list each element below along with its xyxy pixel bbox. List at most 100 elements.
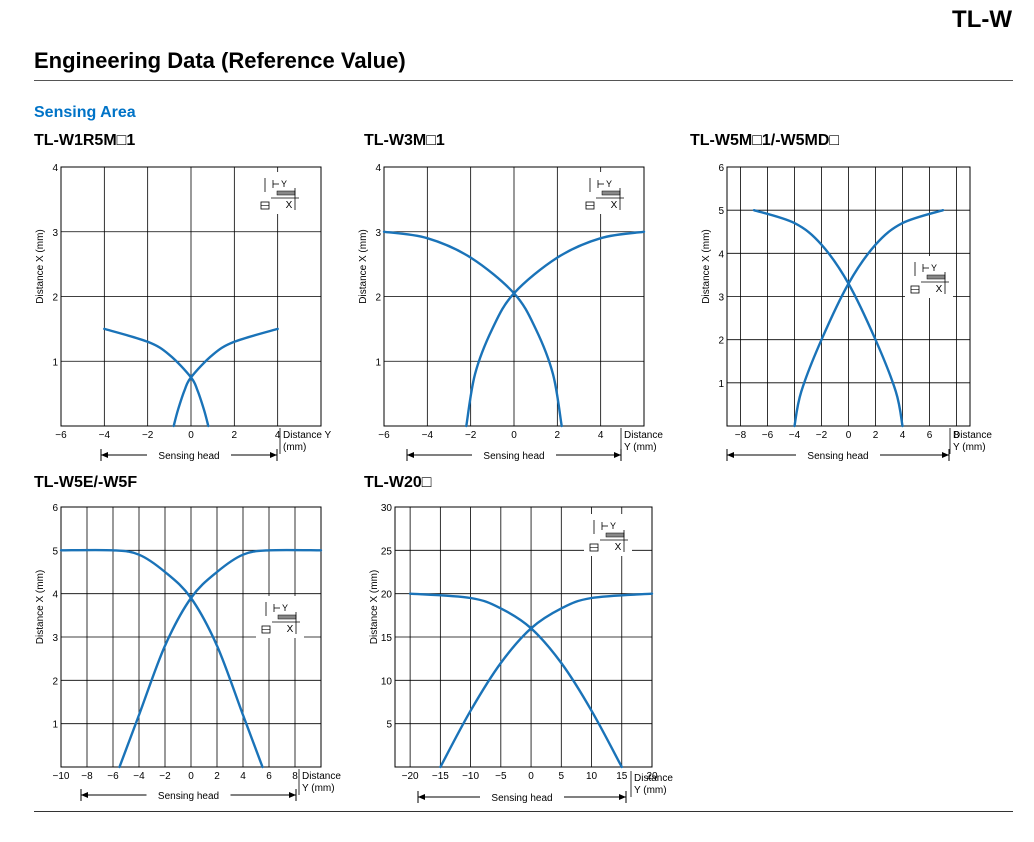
chart-3-x-tick-label: 6: [927, 430, 933, 441]
chart-5-x-tick-label: −5: [495, 771, 507, 782]
chart-1-y-tick-label: 1: [52, 357, 58, 368]
chart-2-legend-y-label: Y: [606, 179, 612, 189]
chart-3-y-tick-label: 5: [718, 206, 724, 217]
chart-5-legend-target-plate: [605, 532, 625, 538]
chart-3-y-tick-label: 2: [718, 336, 724, 347]
chart-5-x-tick-label: 20: [646, 771, 658, 782]
chart-1-sensing-head-arrow-left: [101, 452, 108, 458]
chart-4-x-tick-label: 6: [266, 771, 272, 782]
chart-4-x-axis-label: Distance: [302, 771, 341, 782]
chart-2-x-tick-label: 4: [598, 430, 604, 441]
chart-1-sensing-head-label: Sensing head: [158, 451, 219, 462]
chart-1-x-axis-label: (mm): [283, 442, 306, 453]
chart-1-legend-target-plate: [276, 190, 296, 196]
chart-3-curve-1: [752, 209, 904, 428]
chart-1-plot-frame: [60, 166, 322, 427]
chart-4-x-tick-label: 0: [188, 771, 194, 782]
chart-2-x-tick-label: −4: [422, 430, 434, 441]
chart-3-x-tick-label: −6: [762, 430, 774, 441]
chart-4-x-tick-label: 2: [214, 771, 220, 782]
chart-1-x-tick-label: 0: [188, 430, 194, 441]
chart-3-legend-y-label: Y: [931, 263, 937, 273]
chart-3-plot-frame: [726, 166, 971, 427]
chart-2-legend-target-plate: [601, 190, 621, 196]
chart-4-plot-frame: [60, 506, 322, 768]
chart-2-curve-2: [465, 230, 646, 428]
chart-4-y-tick-label: 4: [52, 590, 58, 601]
chart-4-legend-y-label: Y: [282, 603, 288, 613]
chart-1-x-tick-label: −4: [99, 430, 111, 441]
chart-3-y-tick-label: 6: [718, 163, 724, 174]
chart-1-legend-x-label: X: [286, 200, 293, 211]
chart-5-y-axis-label: Distance X (mm): [369, 570, 380, 644]
chart-title-1: TL-W1R5M□1: [34, 132, 136, 149]
chart-4-x-tick-label: −2: [159, 771, 171, 782]
chart-5-x-tick-label: 10: [586, 771, 598, 782]
chart-1-x-tick-label: 4: [275, 430, 281, 441]
chart-3-x-tick-label: −4: [789, 430, 801, 441]
chart-1-y-tick-label: 3: [52, 228, 58, 239]
chart-5-y-tick-label: 15: [381, 633, 393, 644]
chart-1-x-tick-label: −2: [142, 430, 154, 441]
chart-2-plot-frame: [383, 166, 645, 427]
chart-5-x-tick-label: −15: [432, 771, 449, 782]
chart-1-sensing-head-arrow-right: [270, 452, 277, 458]
chart-4-x-tick-label: 4: [240, 771, 246, 782]
chart-4-y-tick-label: 1: [52, 720, 58, 731]
chart-5-x-axis-label: Y (mm): [634, 785, 667, 796]
chart-3-y-axis-label: Distance X (mm): [701, 229, 712, 303]
chart-2-y-axis-label: Distance X (mm): [358, 229, 369, 303]
chart-4-legend-x-label: X: [287, 624, 294, 635]
chart-5-y-tick-label: 30: [381, 503, 393, 514]
chart-1-y-tick-label: 2: [52, 293, 58, 304]
chart-5-y-tick-label: 20: [381, 590, 393, 601]
chart-4-y-tick-label: 5: [52, 546, 58, 557]
chart-5-x-tick-label: 15: [616, 771, 628, 782]
chart-1-x-axis-label: Distance Y: [283, 430, 332, 441]
chart-1-y-tick-label: 4: [52, 163, 58, 174]
chart-4-sensing-head-arrow-right: [289, 792, 296, 798]
chart-title-2: TL-W3M□1: [364, 132, 445, 149]
chart-3-sensing-head-arrow-left: [727, 452, 734, 458]
chart-3-x-tick-label: 8: [954, 430, 960, 441]
chart-3-y-tick-label: 3: [718, 293, 724, 304]
chart-3-x-tick-label: −2: [816, 430, 828, 441]
chart-5-curve-2: [439, 592, 654, 769]
document-code: TL-W: [952, 6, 1012, 33]
chart-2-sensing-head-arrow-left: [407, 452, 414, 458]
chart-4-x-tick-label: −6: [107, 771, 119, 782]
chart-5-x-tick-label: 0: [528, 771, 534, 782]
chart-3-x-tick-label: 2: [873, 430, 879, 441]
chart-3-x-axis-label: Y (mm): [953, 442, 986, 453]
chart-2-x-tick-label: −2: [465, 430, 477, 441]
chart-2-x-tick-label: 2: [555, 430, 561, 441]
chart-3-sensing-head-arrow-right: [942, 452, 949, 458]
chart-3-y-tick-label: 4: [718, 249, 724, 260]
chart-1-x-tick-label: −6: [55, 430, 67, 441]
chart-title-3: TL-W5M□1/-W5MD□: [690, 132, 840, 149]
chart-3-x-axis-label: Distance: [953, 430, 992, 441]
chart-2-sensing-head-arrow-right: [614, 452, 621, 458]
footer-divider: [34, 811, 1013, 812]
chart-5-sensing-head-arrow-left: [418, 794, 425, 800]
chart-2-y-tick-label: 3: [375, 228, 381, 239]
chart-5-y-tick-label: 5: [386, 720, 392, 731]
chart-4-sensing-head-arrow-left: [81, 792, 88, 798]
chart-1-legend-y-label: Y: [281, 179, 287, 189]
chart-5-y-tick-label: 25: [381, 546, 393, 557]
chart-4-x-tick-label: 8: [292, 771, 298, 782]
chart-3-legend-target-plate: [926, 274, 946, 280]
chart-2-legend-x-label: X: [611, 200, 618, 211]
chart-2-y-tick-label: 1: [375, 357, 381, 368]
page-title: Engineering Data (Reference Value): [34, 48, 406, 73]
chart-4-curve-1: [59, 548, 264, 769]
chart-2-curve-1: [382, 230, 563, 428]
chart-4-x-tick-label: −8: [81, 771, 93, 782]
chart-5-x-tick-label: −10: [462, 771, 479, 782]
chart-3-legend-x-label: X: [936, 284, 943, 295]
chart-1-x-tick-label: 2: [232, 430, 238, 441]
chart-4-curve-2: [118, 548, 323, 769]
section-title: Sensing Area: [34, 104, 136, 121]
chart-2-sensing-head-label: Sensing head: [483, 451, 544, 462]
